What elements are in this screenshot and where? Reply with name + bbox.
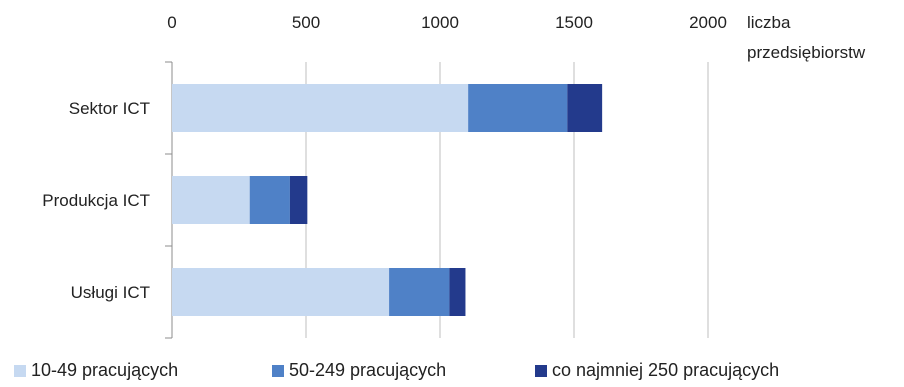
category-label: Sektor ICT xyxy=(69,99,150,118)
legend-label: 50-249 pracujących xyxy=(289,360,446,380)
legend-label: co najmniej 250 pracujących xyxy=(552,360,779,380)
bar-segment xyxy=(172,84,469,132)
legend-swatch xyxy=(14,365,26,377)
x-tick-label: 0 xyxy=(167,13,176,32)
bar-segment xyxy=(567,84,603,132)
category-label: Usługi ICT xyxy=(71,283,150,302)
x-tick-labels: 0 500 1000 1500 2000 xyxy=(167,13,727,32)
category-labels: Sektor ICT Produkcja ICT Usługi ICT xyxy=(42,99,150,302)
legend-label: 10-49 pracujących xyxy=(31,360,178,380)
bar-segment xyxy=(389,268,450,316)
bar-segment xyxy=(468,84,568,132)
x-tick-label: 500 xyxy=(292,13,320,32)
legend: 10-49 pracujących 50-249 pracujących co na… xyxy=(14,360,779,380)
bar-segment xyxy=(289,176,308,224)
bar-segment xyxy=(449,268,466,316)
bar-segment xyxy=(172,268,390,316)
unit-label-line-1: liczba xyxy=(747,13,791,32)
x-tick-label: 2000 xyxy=(689,13,727,32)
x-tick-label: 1500 xyxy=(555,13,593,32)
x-tick-label: 1000 xyxy=(421,13,459,32)
axes xyxy=(165,61,173,339)
legend-swatch xyxy=(535,365,547,377)
bar-segment xyxy=(249,176,290,224)
unit-label-line-2: przedsiębiorstw xyxy=(747,43,866,62)
unit-label: liczba przedsiębiorstw xyxy=(747,13,866,62)
bars xyxy=(172,84,603,316)
category-label: Produkcja ICT xyxy=(42,191,150,210)
legend-swatch xyxy=(272,365,284,377)
bar-segment xyxy=(172,176,250,224)
